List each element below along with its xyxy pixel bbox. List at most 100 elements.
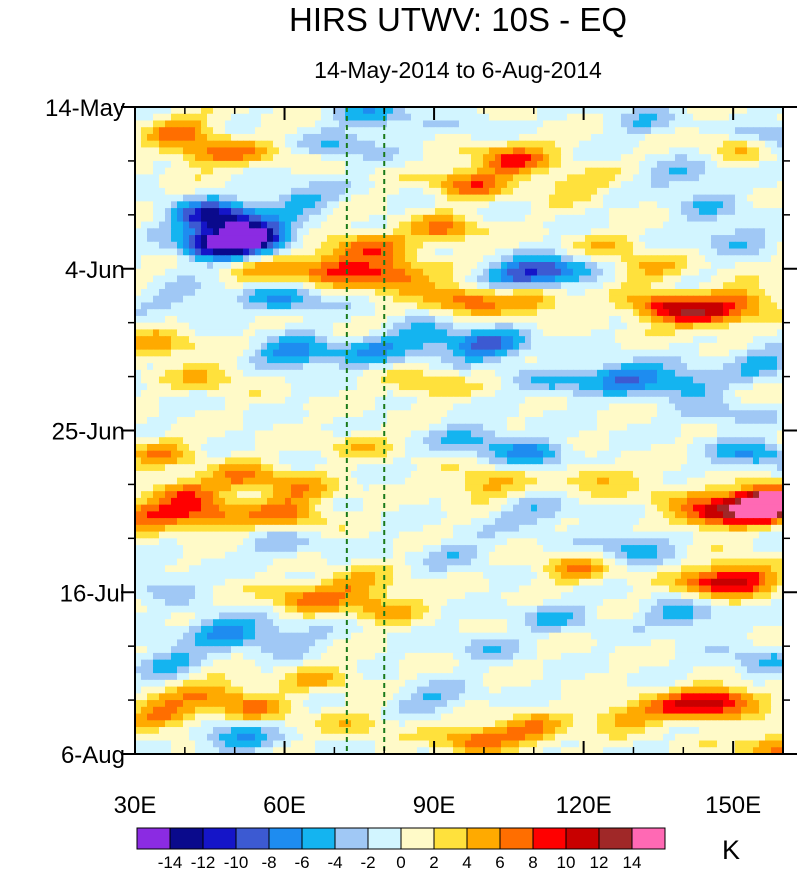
heatmap-cell	[171, 154, 178, 162]
heatmap-cell	[297, 329, 304, 337]
heatmap-cell	[159, 396, 166, 405]
heatmap-cell	[729, 140, 736, 149]
heatmap-cell	[273, 349, 280, 357]
heatmap-cell	[195, 363, 202, 371]
heatmap-cell	[519, 201, 526, 209]
heatmap-cell	[345, 174, 352, 182]
heatmap-cell	[525, 356, 532, 364]
heatmap-cell	[417, 356, 424, 364]
heatmap-cell	[183, 194, 190, 202]
heatmap-cell	[675, 383, 682, 391]
heatmap-cell	[243, 147, 250, 155]
heatmap-cell	[339, 288, 346, 297]
heatmap-cell	[747, 329, 754, 337]
heatmap-cell	[579, 167, 586, 175]
heatmap-cell	[681, 120, 688, 128]
heatmap-cell	[645, 228, 652, 236]
heatmap-cell	[285, 322, 292, 331]
heatmap-cell	[225, 248, 232, 256]
heatmap-cell	[543, 194, 550, 202]
heatmap-cell	[363, 154, 370, 162]
heatmap-cell	[177, 262, 184, 270]
heatmap-cell	[375, 268, 382, 277]
heatmap-cell	[243, 113, 250, 122]
heatmap-cell	[651, 322, 658, 331]
heatmap-cell	[477, 342, 484, 351]
heatmap-cell	[639, 369, 646, 378]
heatmap-cell	[477, 107, 484, 115]
heatmap-cell	[207, 140, 214, 149]
heatmap-cell	[429, 181, 436, 189]
heatmap-cell	[615, 410, 622, 418]
heatmap-cell	[753, 133, 760, 142]
heatmap-cell	[519, 295, 526, 304]
heatmap-cell	[489, 255, 496, 263]
heatmap-cell	[687, 140, 694, 149]
heatmap-cell	[675, 302, 682, 310]
heatmap-cell	[363, 228, 370, 236]
heatmap-cell	[615, 174, 622, 182]
heatmap-cell	[765, 201, 772, 209]
heatmap-cell	[417, 167, 424, 175]
heatmap-cell	[249, 113, 256, 122]
heatmap-cell	[663, 127, 670, 135]
heatmap-cell	[651, 120, 658, 128]
heatmap-cell	[273, 403, 280, 411]
heatmap-cell	[243, 417, 250, 425]
heatmap-cell	[213, 288, 220, 297]
heatmap-cell	[339, 248, 346, 256]
heatmap-cell	[165, 160, 172, 169]
heatmap-cell	[615, 160, 622, 169]
heatmap-cell	[573, 127, 580, 135]
heatmap-cell	[273, 147, 280, 155]
heatmap-cell	[675, 336, 682, 344]
heatmap-cell	[429, 208, 436, 216]
heatmap-cell	[303, 268, 310, 277]
heatmap-cell	[435, 295, 442, 304]
heatmap-cell	[279, 120, 286, 128]
heatmap-cell	[675, 248, 682, 256]
heatmap-cell	[393, 167, 400, 175]
heatmap-cell	[747, 154, 754, 162]
heatmap-cell	[663, 262, 670, 270]
heatmap-cell	[297, 322, 304, 331]
heatmap-cell	[675, 410, 682, 418]
heatmap-cell	[711, 349, 718, 357]
heatmap-cell	[585, 154, 592, 162]
heatmap-cell	[357, 248, 364, 256]
heatmap-cell	[321, 349, 328, 357]
heatmap-cell	[681, 396, 688, 405]
heatmap-cell	[597, 113, 604, 122]
heatmap-cell	[243, 268, 250, 277]
heatmap-cell	[537, 160, 544, 169]
heatmap-cell	[459, 349, 466, 357]
heatmap-cell	[477, 262, 484, 270]
heatmap-cell	[315, 160, 322, 169]
heatmap-cell	[213, 363, 220, 371]
heatmap-cell	[321, 221, 328, 229]
heatmap-cell	[591, 255, 598, 263]
heatmap-cell	[597, 288, 604, 297]
heatmap-cell	[243, 275, 250, 283]
heatmap-cell	[555, 194, 562, 202]
heatmap-cell	[303, 329, 310, 337]
heatmap-cell	[273, 275, 280, 283]
heatmap-cell	[579, 336, 586, 344]
heatmap-cell	[615, 133, 622, 142]
heatmap-cell	[225, 221, 232, 229]
heatmap-cell	[597, 214, 604, 223]
heatmap-cell	[627, 194, 634, 202]
heatmap-cell	[399, 403, 406, 411]
heatmap-cell	[243, 241, 250, 250]
heatmap-cell	[273, 390, 280, 398]
heatmap-cell	[525, 235, 532, 243]
heatmap-cell	[735, 181, 742, 189]
heatmap-cell	[603, 120, 610, 128]
heatmap-cell	[507, 302, 514, 310]
heatmap-cell	[687, 248, 694, 256]
heatmap-cell	[459, 120, 466, 128]
heatmap-cell	[513, 248, 520, 256]
heatmap-cell	[705, 201, 712, 209]
heatmap-cell	[639, 167, 646, 175]
heatmap-cell	[477, 309, 484, 317]
